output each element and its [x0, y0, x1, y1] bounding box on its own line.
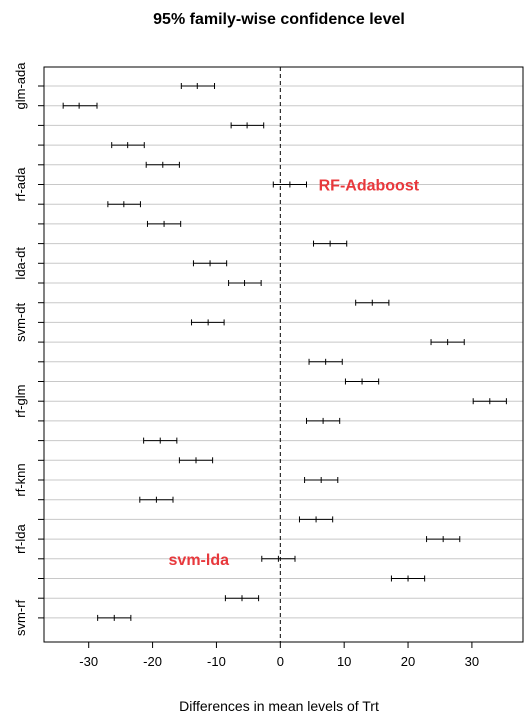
y-axis-ticks: glm-ada rf-ada lda-dt svm-dt rf-glm rf-knn rf-… — [13, 62, 44, 636]
x-tick-label: 10 — [337, 654, 351, 669]
y-tick-label: rf-glm — [13, 385, 28, 418]
plot-frame — [43, 66, 524, 643]
confidence-interval — [62, 102, 98, 109]
y-tick-label: lda-dt — [13, 247, 28, 280]
confidence-interval — [191, 319, 225, 326]
confidence-interval — [107, 201, 141, 208]
chart-title: 95% family-wise confidence level — [153, 11, 405, 28]
chart-annotation: RF-Adaboost — [319, 178, 420, 195]
y-tick-label: rf-ada — [13, 167, 28, 202]
confidence-interval — [178, 457, 214, 464]
annotations: RF-Adaboost svm-lda — [169, 178, 420, 569]
x-axis-ticks: -30 -20 -10 0 10 20 30 — [79, 642, 479, 669]
confidence-interval — [313, 240, 348, 247]
confidence-interval — [344, 378, 380, 385]
confidence-interval — [146, 220, 182, 227]
y-tick-label: glm-ada — [13, 62, 28, 110]
confidence-interval — [111, 142, 145, 149]
x-tick-label: 0 — [277, 654, 284, 669]
confidence-interval — [180, 83, 216, 89]
chart-annotation: svm-lda — [169, 552, 230, 569]
confidence-interval — [228, 280, 262, 286]
confidence-interval — [261, 555, 296, 562]
confidence-interval — [298, 516, 334, 523]
confidence-interval — [472, 398, 507, 405]
x-axis-label: Differences in mean levels of Trt — [179, 698, 379, 714]
confidence-interval — [390, 575, 426, 582]
y-tick-label: svm-dt — [13, 303, 28, 342]
confidence-interval — [230, 122, 265, 129]
confidence-interval — [426, 536, 461, 543]
confidence-interval — [272, 181, 307, 188]
interval-marks — [62, 83, 507, 621]
y-tick-label: svm-rf — [13, 599, 28, 635]
confidence-interval — [305, 417, 341, 424]
confidence-interval — [304, 477, 339, 483]
x-tick-label: -30 — [79, 654, 98, 669]
confidence-interval — [192, 260, 228, 267]
grid-lines — [44, 85, 523, 619]
y-tick-label: rf-knn — [13, 463, 28, 496]
confidence-interval — [224, 595, 260, 602]
confidence-interval — [430, 339, 465, 346]
confidence-interval — [355, 299, 390, 306]
x-tick-label: 30 — [465, 654, 479, 669]
confidence-interval — [97, 614, 132, 621]
x-tick-label: -10 — [207, 654, 226, 669]
confidence-interval — [143, 437, 178, 444]
y-tick-label: rf-lda — [13, 524, 28, 554]
x-tick-label: 20 — [401, 654, 415, 669]
confidence-interval — [139, 496, 174, 503]
x-tick-label: -20 — [143, 654, 162, 669]
confidence-interval — [145, 161, 180, 168]
confidence-interval — [308, 358, 343, 365]
